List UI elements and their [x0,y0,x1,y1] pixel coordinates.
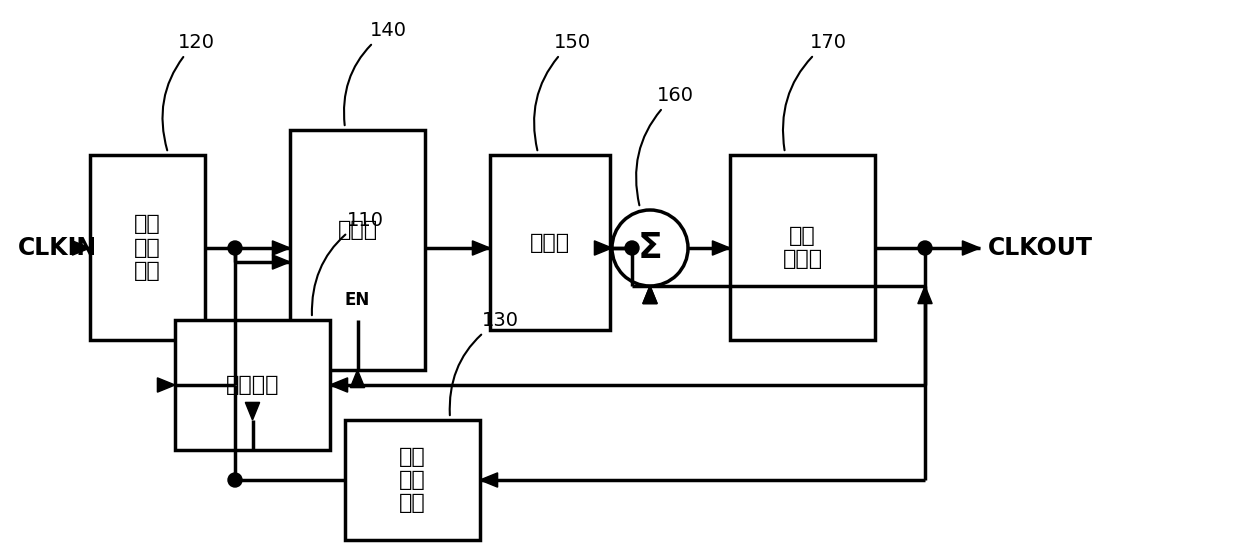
Polygon shape [330,378,347,392]
Bar [345,420,480,540]
Text: 第二
整形
电路: 第二 整形 电路 [399,447,425,513]
Polygon shape [472,241,490,255]
Polygon shape [642,286,657,304]
Text: 滤波器: 滤波器 [529,232,570,252]
Text: 170: 170 [782,33,847,150]
Bar [730,155,875,340]
Polygon shape [273,241,290,255]
Text: 120: 120 [162,33,215,150]
Polygon shape [480,473,497,487]
Bar [490,155,610,330]
Text: 第一
整形
电路: 第一 整形 电路 [134,214,161,281]
Text: Σ: Σ [637,231,662,265]
Text: CLKOUT: CLKOUT [988,236,1092,260]
Text: 鉴相器: 鉴相器 [337,220,377,240]
Text: 压控
振荡器: 压控 振荡器 [782,226,822,269]
Circle shape [613,210,688,286]
Circle shape [625,241,639,255]
Text: 140: 140 [343,21,407,125]
Bar [290,130,425,370]
Polygon shape [594,241,613,255]
Polygon shape [157,378,175,392]
Bar [91,155,205,340]
Text: 150: 150 [534,33,590,150]
Circle shape [918,241,932,255]
Polygon shape [246,403,259,420]
Text: 110: 110 [312,211,383,315]
Polygon shape [642,286,657,304]
Text: CLKIN: CLKIN [19,236,97,260]
Text: 控制装置: 控制装置 [226,375,279,395]
Polygon shape [918,286,932,304]
Polygon shape [713,241,730,255]
Circle shape [228,473,242,487]
Circle shape [228,241,242,255]
Polygon shape [72,241,91,255]
Polygon shape [351,370,365,388]
Bar [175,320,330,450]
Text: EN: EN [345,291,370,309]
Polygon shape [273,255,290,269]
Text: 130: 130 [450,311,518,415]
Text: 160: 160 [636,86,693,205]
Polygon shape [962,241,980,255]
